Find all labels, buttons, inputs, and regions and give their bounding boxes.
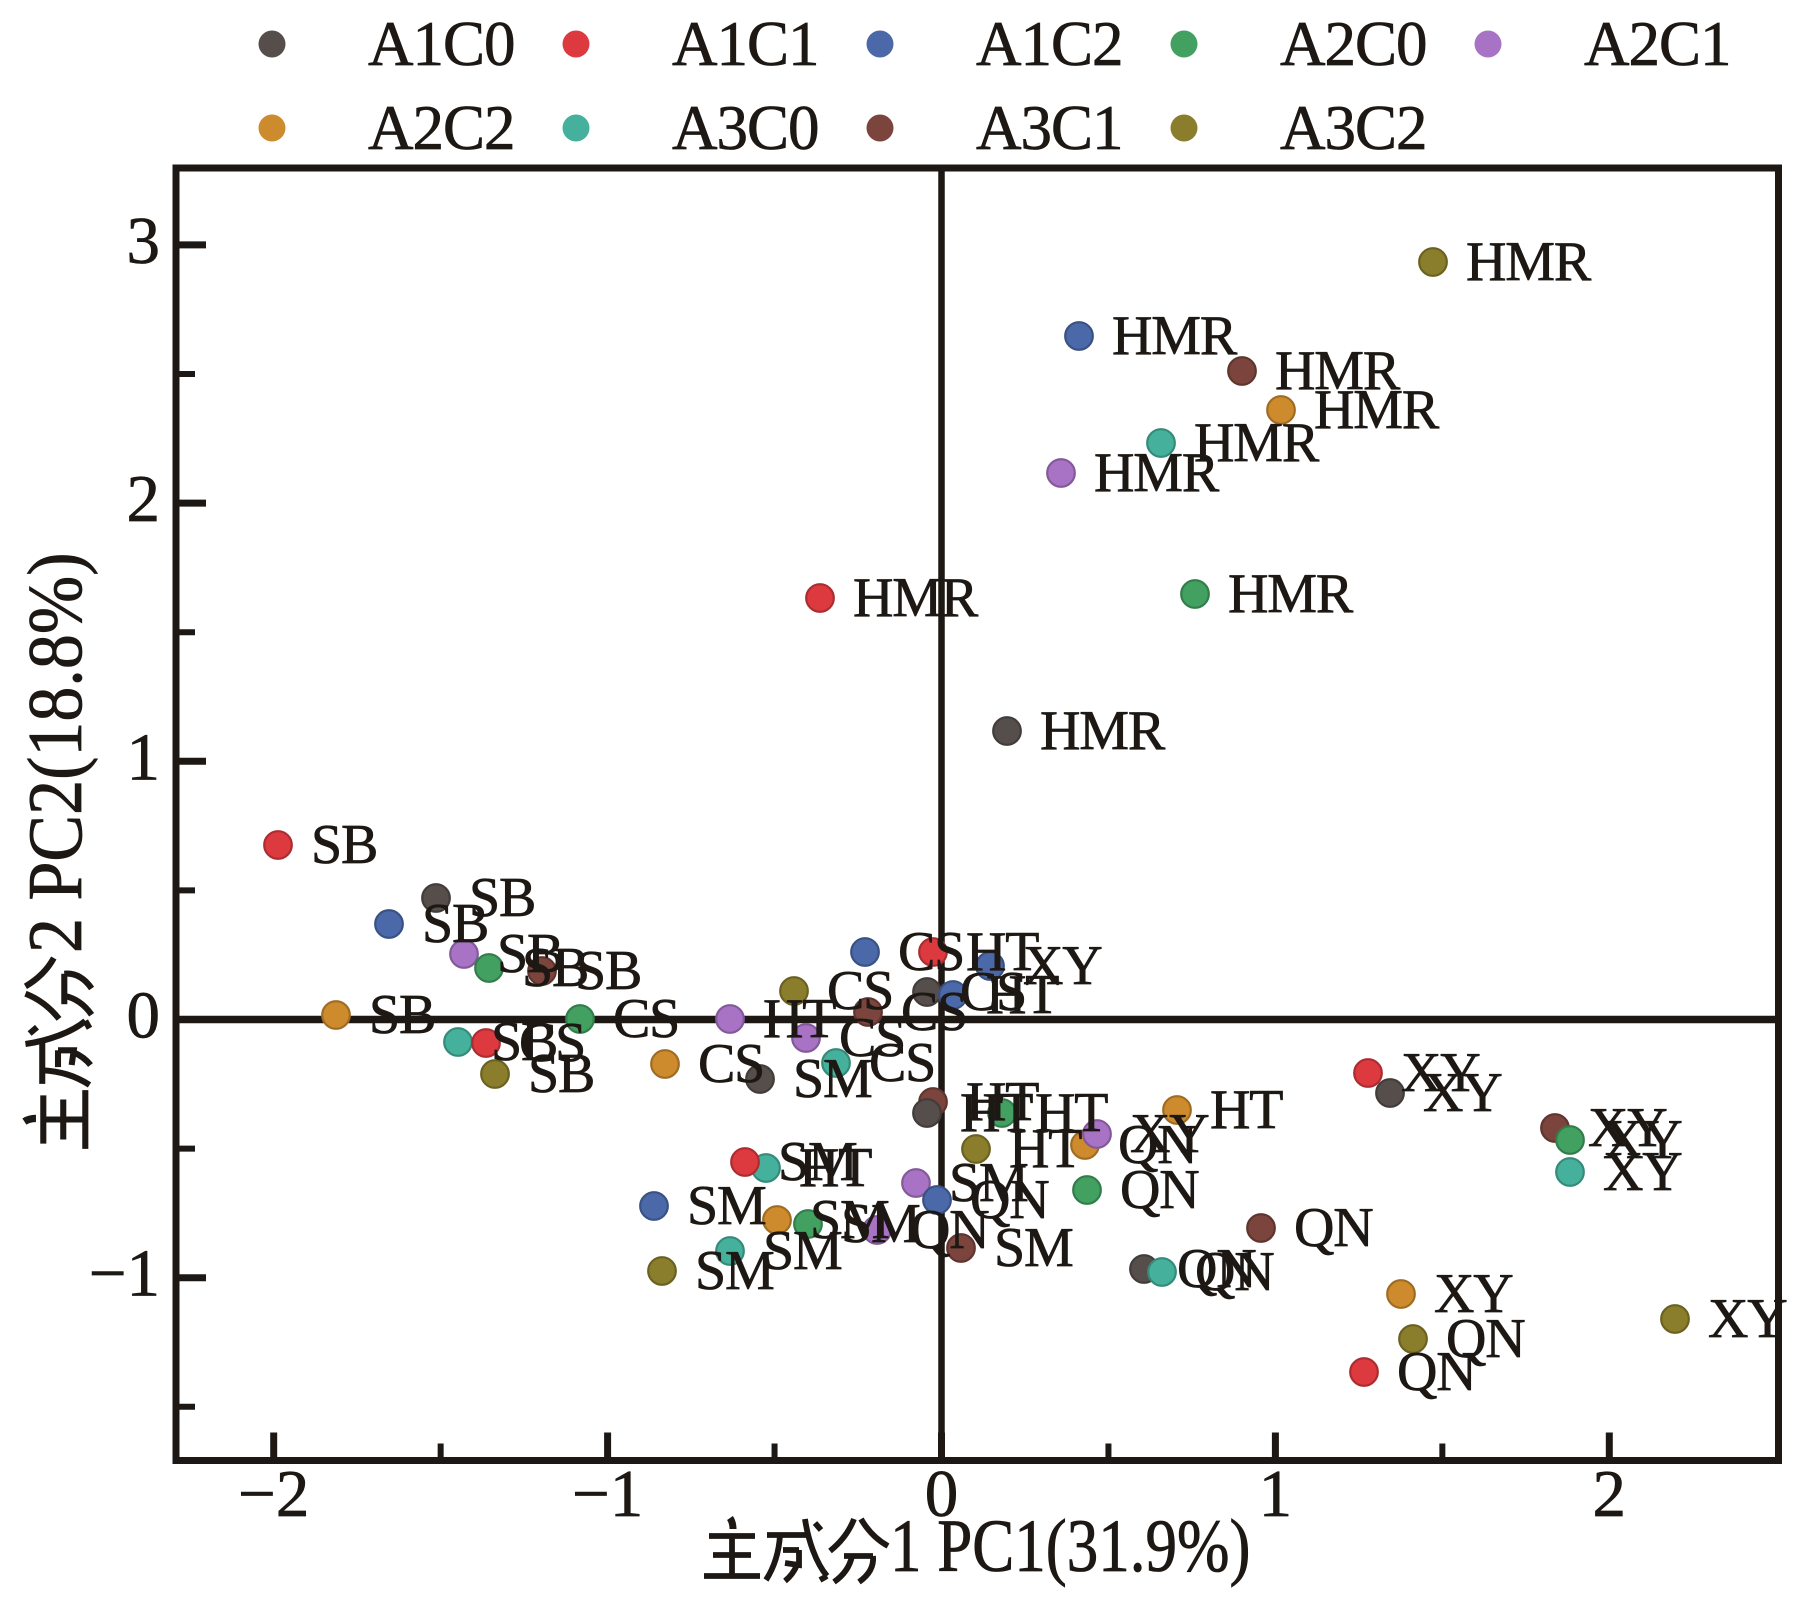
svg-text:CS: CS <box>698 1033 764 1095</box>
svg-text:SM: SM <box>810 1189 889 1251</box>
svg-text:HMR: HMR <box>1275 340 1401 402</box>
svg-text:QN: QN <box>1120 1159 1199 1221</box>
svg-text:HMR: HMR <box>1194 412 1320 474</box>
svg-text:SB: SB <box>497 923 563 985</box>
svg-text:QN: QN <box>1177 1238 1256 1300</box>
svg-text:QN: QN <box>1118 1114 1197 1176</box>
svg-text:A1C2: A1C2 <box>976 9 1123 79</box>
svg-text:HMR: HMR <box>1228 563 1354 625</box>
svg-text:HT: HT <box>799 1137 872 1199</box>
svg-text:−2: −2 <box>238 1457 309 1531</box>
svg-text:HT: HT <box>1035 1082 1108 1144</box>
svg-text:2 PC2(18.8%): 2 PC2(18.8%) <box>12 552 98 953</box>
svg-text:XY: XY <box>1023 935 1102 997</box>
svg-text:CS: CS <box>901 981 967 1043</box>
svg-text:−1: −1 <box>572 1457 643 1531</box>
svg-text:CS: CS <box>839 1007 905 1069</box>
svg-text:SM: SM <box>687 1175 766 1237</box>
svg-text:HMR: HMR <box>1094 442 1220 504</box>
svg-text:A2C0: A2C0 <box>1280 9 1427 79</box>
svg-text:SM: SM <box>763 1220 842 1282</box>
svg-text:XY: XY <box>1603 1141 1682 1203</box>
svg-text:A2C2: A2C2 <box>368 93 515 163</box>
svg-text:XY: XY <box>1130 1103 1209 1165</box>
svg-text:A1C0: A1C0 <box>368 9 515 79</box>
svg-text:SB: SB <box>491 1011 557 1073</box>
svg-text:QN: QN <box>910 1199 989 1261</box>
svg-text:CS: CS <box>613 988 679 1050</box>
svg-text:SB: SB <box>469 867 535 929</box>
svg-text:HMR: HMR <box>1466 231 1592 293</box>
svg-text:QN: QN <box>1294 1197 1373 1259</box>
svg-text:1: 1 <box>127 720 161 794</box>
svg-text:HT: HT <box>763 988 836 1050</box>
svg-text:HT: HT <box>966 1071 1039 1133</box>
svg-text:SB: SB <box>422 893 488 955</box>
svg-text:SB: SB <box>575 940 641 1002</box>
svg-text:HMR: HMR <box>1040 700 1166 762</box>
svg-text:SM: SM <box>695 1240 774 1302</box>
svg-text:A2C1: A2C1 <box>1584 9 1731 79</box>
svg-text:A1C1: A1C1 <box>672 9 819 79</box>
svg-text:0: 0 <box>925 1457 959 1531</box>
svg-text:HMR: HMR <box>1112 305 1238 367</box>
svg-text:−1: −1 <box>89 1237 160 1311</box>
svg-text:3: 3 <box>127 204 161 278</box>
svg-text:SB: SB <box>369 984 435 1046</box>
svg-text:SM: SM <box>841 1193 920 1255</box>
svg-text:CS: CS <box>898 921 964 983</box>
svg-text:2: 2 <box>1593 1457 1627 1531</box>
svg-text:QN: QN <box>1397 1341 1476 1403</box>
svg-text:XY: XY <box>1708 1288 1787 1350</box>
svg-text:2: 2 <box>127 462 161 536</box>
svg-text:HT: HT <box>1210 1079 1283 1141</box>
svg-text:SB: SB <box>311 814 377 876</box>
svg-text:SB: SB <box>522 937 588 999</box>
svg-text:QN: QN <box>970 1169 1049 1231</box>
svg-text:A3C2: A3C2 <box>1280 93 1427 163</box>
svg-text:1 PC1(31.9%): 1 PC1(31.9%) <box>890 1505 1250 1589</box>
svg-text:CS: CS <box>869 1032 935 1094</box>
svg-text:1: 1 <box>1259 1457 1293 1531</box>
svg-text:HMR: HMR <box>853 567 979 629</box>
svg-text:QN: QN <box>1446 1308 1525 1370</box>
svg-text:XY: XY <box>1401 1042 1480 1104</box>
svg-text:HMR: HMR <box>1314 379 1440 441</box>
svg-text:SB: SB <box>528 1043 594 1105</box>
svg-text:XY: XY <box>1603 1109 1682 1171</box>
svg-text:HT: HT <box>966 921 1039 983</box>
svg-text:SM: SM <box>949 1152 1028 1214</box>
svg-text:HT: HT <box>960 1082 1033 1144</box>
svg-text:SM: SM <box>793 1048 872 1110</box>
svg-text:HT: HT <box>986 964 1059 1026</box>
svg-text:A3C0: A3C0 <box>672 93 819 163</box>
svg-text:XY: XY <box>1588 1097 1667 1159</box>
svg-text:XY: XY <box>1434 1263 1513 1325</box>
svg-text:QN: QN <box>1195 1241 1274 1303</box>
svg-text:SM: SM <box>778 1131 857 1193</box>
svg-text:0: 0 <box>127 979 161 1053</box>
svg-text:SM: SM <box>994 1217 1073 1279</box>
svg-text:CS: CS <box>519 1012 585 1074</box>
svg-text:XY: XY <box>1423 1062 1502 1124</box>
svg-text:A3C1: A3C1 <box>976 93 1123 163</box>
svg-text:CS: CS <box>960 961 1026 1023</box>
svg-text:CS: CS <box>827 960 893 1022</box>
svg-text:HT: HT <box>1009 1118 1082 1180</box>
